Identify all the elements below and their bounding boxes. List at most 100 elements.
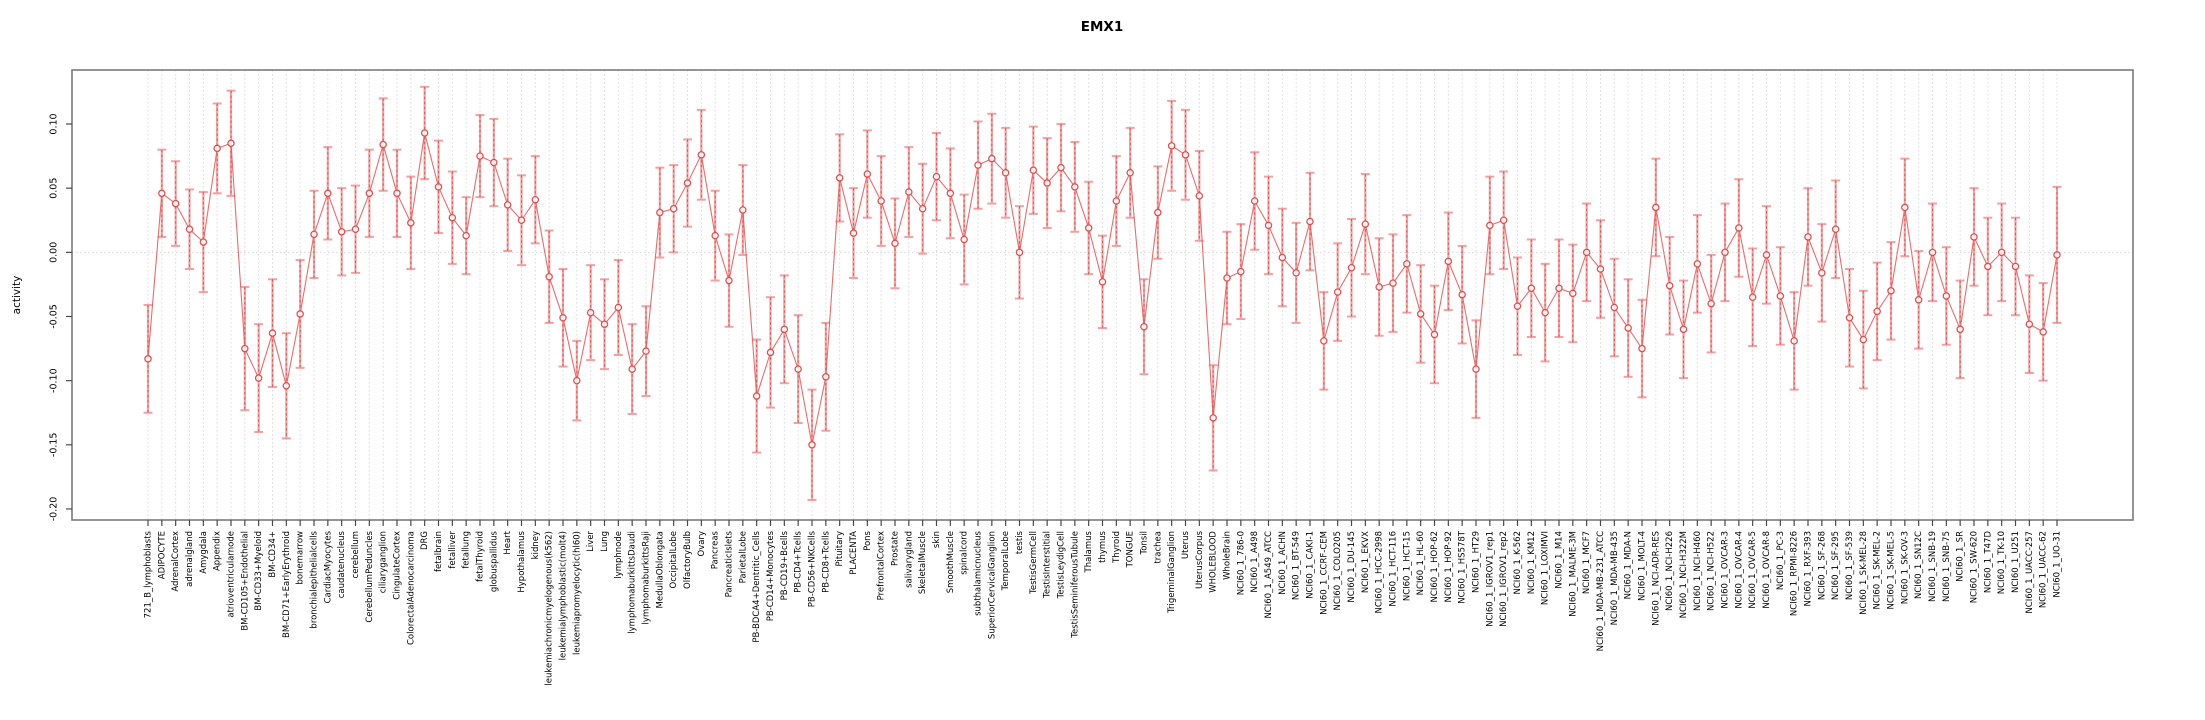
data-point [185, 225, 194, 233]
data-point [1721, 248, 1729, 257]
x-tick-label: OlfactoryBulb [683, 531, 693, 589]
x-tick-label: TestisSeminiferousTubule [1070, 531, 1080, 639]
data-point [725, 276, 733, 285]
x-tick-label: NCI60_1_OVCAR-5 [1748, 531, 1758, 609]
x-tick-label: TestisInterstitial [1043, 531, 1053, 599]
data-point [310, 230, 318, 239]
data-point [988, 154, 996, 163]
data-point [1679, 325, 1688, 334]
data-point [241, 344, 249, 353]
x-tick-label: MedullaOblongata [655, 531, 665, 608]
x-tick-label: fetalbrain [434, 531, 444, 572]
x-tick-label: SuperiorCervicalGanglion [987, 531, 997, 639]
data-point [545, 272, 553, 281]
x-tick-label: PLACENTA [849, 531, 859, 575]
y-tick-label: -0.10 [49, 368, 60, 393]
x-tick-label: WHOLEBLOOD [1209, 531, 1219, 593]
data-point [1112, 197, 1121, 205]
x-tick-label: bonemarrow [296, 531, 306, 585]
data-point [1292, 269, 1300, 277]
x-tick-label: 721_B_lymphoblasts [144, 530, 154, 618]
data-point [434, 183, 443, 191]
x-tick-label: TestisLeydigCell [1057, 531, 1067, 599]
data-point [393, 189, 401, 198]
x-tick-label: PancreaticIslets [725, 530, 735, 597]
x-tick-label: PB-BDCA4+Dentritic_Cells [752, 530, 762, 642]
data-point [1914, 296, 1923, 304]
x-tick-label: cerebellum [351, 531, 361, 578]
data-point [1084, 224, 1093, 232]
data-point [1126, 169, 1134, 177]
data-point [780, 325, 789, 334]
data-point [1389, 279, 1397, 287]
data-point [1223, 274, 1231, 282]
x-tick-label: NCI60_1_SF-268 [1817, 531, 1827, 600]
x-tick-label: PB-CD56+NKCells [808, 530, 818, 607]
x-tick-label: NCI60_1_A498 [1250, 531, 1260, 593]
x-tick-label: kidney [531, 531, 541, 559]
x-tick-label: NCI60_1_NCI-H460 [1693, 531, 1703, 611]
data-point [2025, 320, 2034, 328]
data-point [586, 308, 595, 317]
data-point [1818, 269, 1826, 277]
x-tick-label: BM-CD34+ [268, 531, 278, 578]
data-point [905, 188, 913, 196]
data-point [1997, 248, 2006, 257]
data-point [1748, 293, 1757, 301]
data-point [1845, 314, 1854, 322]
x-tick-label: NCI60_1_HCC-2998 [1375, 531, 1385, 614]
x-tick-label: NCI60_1_HS578T [1458, 530, 1468, 604]
data-point [1555, 284, 1563, 293]
x-tick-label: NCI60_1_HCT-116 [1389, 531, 1399, 607]
data-point [2011, 262, 2020, 271]
data-point [683, 179, 692, 187]
data-point [669, 204, 678, 213]
x-tick-label: NCI60_1_SN12C [1914, 531, 1924, 599]
x-tick-label: Heart [503, 530, 513, 554]
x-tick-label: ParietalLobe [738, 531, 748, 583]
x-tick-label: fetalliver [448, 531, 458, 569]
data-point [1956, 325, 1964, 334]
x-tick-label: NCI60_1_HL-60 [1416, 531, 1426, 595]
x-tick-label: TemporalLobe [1001, 531, 1011, 591]
x-tick-label: NCI60_1_786-0 [1236, 531, 1246, 595]
data-point [462, 231, 470, 240]
x-tick-label: NCI60_1_ACHN [1278, 531, 1288, 595]
x-tick-label: NCI60_1_MDA-MB-231_ATCC [1596, 531, 1606, 651]
x-tick-label: Appendix [213, 531, 223, 571]
data-point [1181, 151, 1190, 159]
x-tick-label: trachea [1153, 531, 1163, 564]
x-tick-label: salivarygland [904, 531, 914, 588]
x-tick-label: fetallung [462, 531, 472, 569]
data-point [1430, 330, 1439, 339]
x-tick-label: NCI60_1_T47D [1983, 531, 1993, 594]
x-tick-label: NCI60_1_HOP-92 [1444, 531, 1454, 602]
data-point [1237, 267, 1245, 276]
x-tick-label: NCI60_1_OVCAR-3 [1721, 531, 1731, 609]
data-point [1486, 221, 1494, 230]
data-point [1458, 290, 1466, 299]
data-point [1970, 233, 1978, 241]
x-tick-label: NCI60_1_MOLT-4 [1638, 531, 1648, 601]
data-point [1541, 308, 1549, 317]
x-tick-label: CardiacMyocytes [323, 530, 333, 603]
data-point [1472, 365, 1480, 373]
data-point [1513, 302, 1522, 310]
x-tick-label: Pons [863, 530, 873, 550]
data-point [1444, 257, 1453, 266]
data-point [1043, 179, 1051, 187]
x-tick-label: NCI60_1_NCI-H522 [1707, 531, 1717, 611]
x-tick-label: NCI60_1_SK-MEL-28 [1859, 531, 1869, 615]
data-point [863, 170, 872, 178]
x-tick-label: Lung [600, 531, 610, 552]
x-tick-label: NCI60_1_PC-3 [1776, 531, 1786, 590]
x-tick-label: SmoothMuscle [946, 531, 956, 593]
data-point [1859, 335, 1868, 344]
data-point [199, 238, 208, 246]
x-tick-label: NCI60_1_NCI-ADR-RES [1651, 531, 1661, 626]
y-tick-label: 0.00 [49, 242, 60, 263]
x-tick-label: testis [1015, 530, 1025, 554]
x-tick-label: NCI60_1_NCI-H226 [1665, 531, 1675, 611]
y-tick-label: -0.15 [49, 433, 60, 458]
